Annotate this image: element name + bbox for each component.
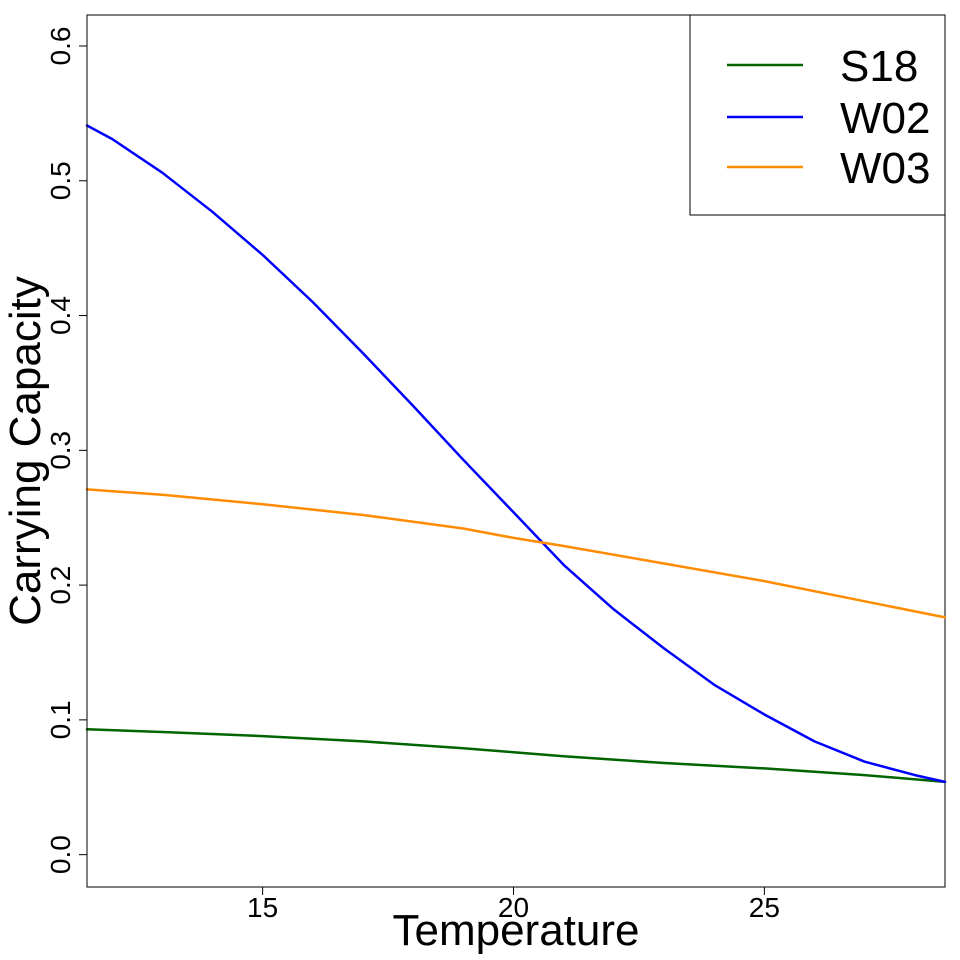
y-tick-label: 0.3 <box>45 431 76 470</box>
y-tick-label: 0.2 <box>45 566 76 605</box>
y-axis: 0.0 0.1 0.2 0.3 0.4 0.5 0.6 <box>45 27 88 874</box>
series-line-s18 <box>85 728 947 784</box>
legend-box <box>689 14 946 216</box>
legend-label-w03: W03 <box>840 144 930 193</box>
x-tick-label: 15 <box>247 892 278 923</box>
y-tick-label: 0.4 <box>45 296 76 335</box>
y-tick-label: 0.6 <box>45 27 76 66</box>
y-tick-label: 0.0 <box>45 835 76 874</box>
x-axis-title: Temperature <box>392 906 639 955</box>
series-layer <box>85 124 947 784</box>
x-tick-label: 20 <box>498 892 529 923</box>
series-line-w02 <box>85 124 947 784</box>
series-line-w03 <box>85 488 947 619</box>
y-tick-label: 0.5 <box>45 161 76 200</box>
y-axis-title: Carrying Capacity <box>1 276 50 626</box>
x-axis: 15 20 25 <box>247 886 780 923</box>
x-tick-label: 25 <box>749 892 780 923</box>
y-tick-label: 0.1 <box>45 700 76 739</box>
legend-label-s18: S18 <box>840 42 918 91</box>
legend-label-w02: W02 <box>840 94 930 143</box>
